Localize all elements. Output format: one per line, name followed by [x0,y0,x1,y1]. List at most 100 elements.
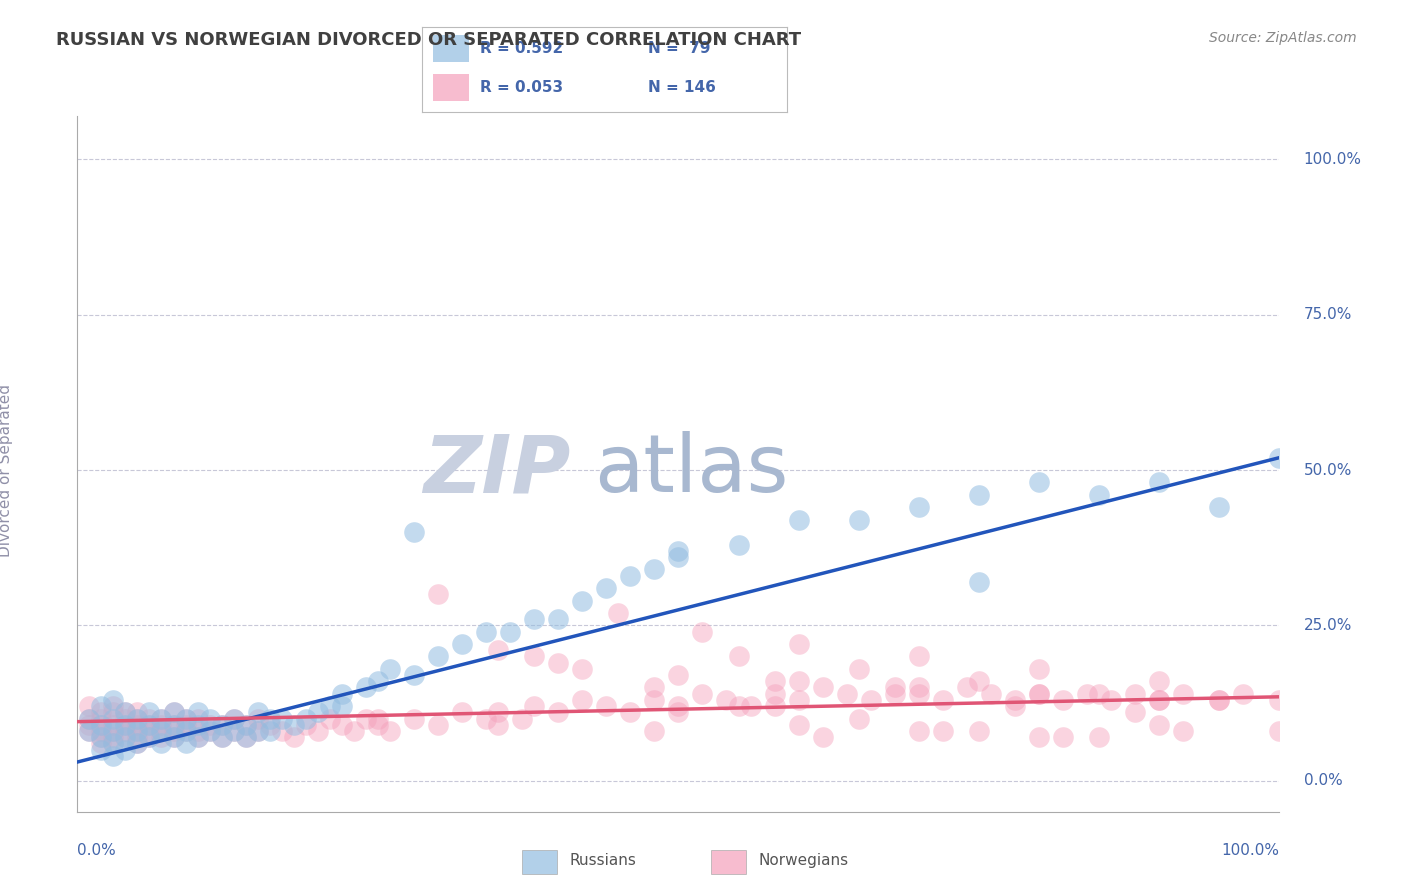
Point [908,649,931,664]
Point [859,693,882,707]
Point [451,637,474,651]
Point [162,723,184,738]
Point [162,706,184,720]
Point [486,643,509,657]
Point [1149,674,1171,689]
Point [138,712,160,726]
Point [90,699,112,714]
Point [343,723,366,738]
Point [138,717,160,731]
Point [1088,687,1111,701]
Point [787,674,810,689]
Point [1268,693,1291,707]
Point [1004,693,1026,707]
Point [547,612,569,626]
Point [716,693,738,707]
Point [246,723,269,738]
Point [235,730,257,744]
Point [198,723,221,738]
Point [1052,693,1074,707]
Point [547,656,569,670]
Point [595,581,617,595]
Point [103,693,125,707]
Point [211,717,233,731]
Point [427,649,450,664]
Point [114,706,136,720]
Point [90,717,112,731]
Point [162,730,184,744]
Point [367,717,389,731]
Point [1028,662,1050,676]
Point [127,723,149,738]
Point [259,717,281,731]
Point [378,723,401,738]
Text: Norwegians: Norwegians [758,854,848,868]
Point [967,723,990,738]
Point [643,562,665,576]
Point [486,717,509,731]
Point [1028,475,1050,490]
Point [150,736,173,750]
Point [127,730,149,744]
Point [1123,687,1146,701]
Text: R = 0.592: R = 0.592 [481,41,564,56]
Point [967,488,990,502]
Text: 75.0%: 75.0% [1303,307,1353,322]
Bar [522,850,557,874]
Point [547,706,569,720]
Point [150,712,173,726]
Point [222,723,245,738]
Point [90,730,112,744]
Point [259,723,281,738]
Point [1208,693,1230,707]
Point [523,612,546,626]
Point [235,717,257,731]
Point [486,706,509,720]
Point [103,748,125,763]
Point [103,736,125,750]
Point [114,717,136,731]
Point [571,593,593,607]
Point [354,712,377,726]
Point [523,649,546,664]
Point [103,712,125,726]
Point [307,723,329,738]
Point [270,712,292,726]
Point [1149,475,1171,490]
Point [294,717,316,731]
Point [174,717,197,731]
Point [246,723,269,738]
Point [103,723,125,738]
Point [319,712,342,726]
Point [908,687,931,701]
Point [1028,687,1050,701]
Point [402,668,425,682]
Point [1232,687,1254,701]
Point [956,681,979,695]
Point [138,730,160,744]
Point [150,712,173,726]
Point [174,723,197,738]
Point [1268,723,1291,738]
Point [848,513,870,527]
Point [79,723,101,738]
Point [79,723,101,738]
Point [283,717,305,731]
Point [211,730,233,744]
Point [114,730,136,744]
Point [138,706,160,720]
Point [79,717,101,731]
Point [1076,687,1098,701]
Point [740,699,762,714]
Point [186,712,209,726]
Point [787,637,810,651]
Point [127,706,149,720]
Point [1028,730,1050,744]
Point [643,693,665,707]
Point [668,549,690,564]
Point [246,706,269,720]
Point [127,712,149,726]
Text: 0.0%: 0.0% [77,843,117,858]
Point [510,712,533,726]
Point [427,587,450,601]
